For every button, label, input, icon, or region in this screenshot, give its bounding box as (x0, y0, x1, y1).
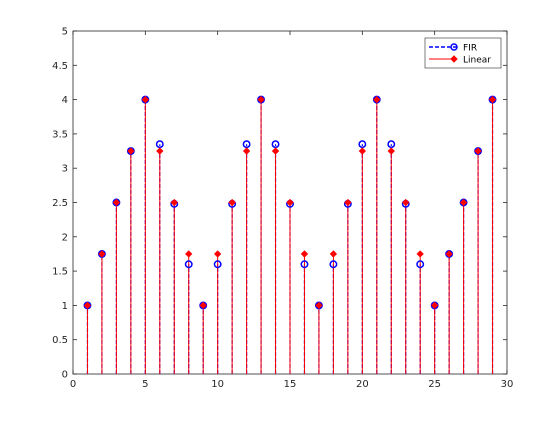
fir-marker (213, 260, 222, 269)
linear-marker (170, 198, 179, 207)
fir-marker (184, 260, 193, 269)
y-tick-label: 1.5 (52, 267, 68, 278)
x-tick-label: 30 (501, 379, 514, 390)
y-tick-label: 3 (62, 164, 68, 175)
linear-marker (112, 198, 121, 207)
linear-marker (329, 250, 338, 258)
linear-marker (488, 95, 497, 104)
legend-linear-label: Linear (463, 56, 491, 66)
x-tick-label: 10 (211, 379, 224, 390)
legend-fir-label: FIR (463, 44, 477, 54)
linear-marker (430, 301, 439, 310)
legend-box (424, 37, 502, 69)
x-tick-label: 5 (142, 379, 148, 390)
y-tick-label: 2.5 (52, 198, 68, 209)
y-axis-ticks: 0 0.5 1 1.5 2 2.5 3 3.5 4 4.5 5 (52, 27, 507, 381)
x-axis-ticks: 0 5 10 15 20 25 30 (70, 31, 514, 390)
y-tick-label: 4 (62, 95, 68, 106)
y-tick-label: 3.5 (52, 129, 68, 140)
y-tick-label: 5 (62, 27, 68, 38)
x-tick-label: 0 (70, 379, 76, 390)
y-tick-label: 1 (62, 301, 68, 312)
linear-marker (257, 95, 265, 104)
fir-marker (329, 260, 338, 269)
linear-marker (401, 198, 410, 207)
linear-marker (459, 198, 468, 207)
linear-marker (416, 250, 424, 258)
linear-marker (141, 95, 150, 104)
legend-fir-marker (450, 43, 458, 51)
linear-marker (358, 147, 367, 155)
legend: FIR Linear (424, 37, 502, 69)
linear-marker (127, 147, 135, 155)
linear-marker (387, 147, 396, 155)
x-tick-label: 15 (284, 379, 297, 390)
linear-marker (98, 250, 106, 258)
legend-linear-marker (450, 55, 458, 63)
linear-marker (228, 198, 236, 207)
y-tick-label: 2 (62, 232, 68, 243)
linear-marker (344, 198, 352, 207)
y-tick-label: 0 (62, 370, 68, 381)
fir-marker (416, 260, 425, 269)
linear-marker (286, 198, 294, 207)
y-tick-label: 4.5 (52, 61, 68, 72)
linear-marker (445, 250, 453, 258)
linear-marker (156, 147, 164, 155)
linear-marker (271, 147, 280, 155)
y-tick-label: 0.5 (52, 335, 68, 346)
linear-marker (474, 147, 482, 155)
fir-marker (300, 260, 309, 269)
x-tick-label: 25 (428, 379, 441, 390)
linear-marker (315, 301, 323, 310)
linear-marker (184, 250, 193, 258)
linear-marker (199, 301, 207, 310)
x-tick-label: 20 (356, 379, 369, 390)
linear-marker (242, 147, 251, 155)
linear-marker (83, 301, 92, 310)
linear-marker (300, 250, 309, 258)
plot-area (83, 95, 497, 374)
linear-marker (213, 250, 222, 258)
linear-marker (373, 95, 381, 104)
